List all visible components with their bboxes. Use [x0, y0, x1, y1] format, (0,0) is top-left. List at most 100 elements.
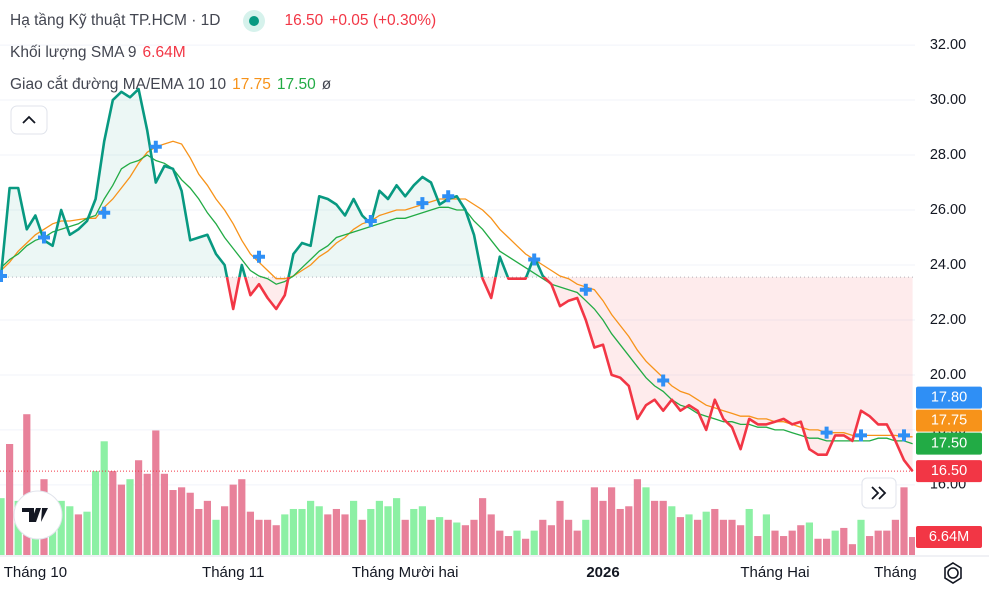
y-tick-label: 24.00	[930, 257, 966, 273]
volume-bar	[857, 519, 865, 555]
x-tick-label: Tháng Mười hai	[352, 564, 459, 581]
volume-layer	[0, 414, 915, 555]
x-tick-label: Tháng Hai	[740, 564, 809, 581]
x-tick-label: 2026	[586, 564, 619, 581]
volume-bar	[539, 519, 547, 555]
volume-bar	[831, 530, 839, 555]
volume-bar	[487, 514, 495, 555]
volume-bar	[565, 519, 573, 555]
legend-indicator: Giao cắt đường MA/EMA 10 10 17.75 17.50 …	[10, 76, 331, 94]
volume-bar	[754, 536, 762, 555]
volume-bar	[874, 530, 882, 555]
volume-bar	[221, 506, 229, 555]
volume-bar	[883, 530, 891, 555]
volume-last: 6.64M	[142, 44, 186, 61]
volume-bar	[788, 530, 796, 555]
volume-bar	[341, 514, 349, 555]
volume-bar	[900, 487, 908, 555]
volume-bar	[0, 498, 5, 555]
volume-bar	[178, 487, 186, 555]
volume-bar	[823, 538, 831, 555]
cross-marker	[579, 283, 592, 296]
volume-bar	[246, 511, 254, 555]
volume-bar	[436, 517, 444, 555]
volume-bar	[195, 508, 203, 555]
volume-bar	[169, 490, 177, 555]
volume-bar	[547, 525, 555, 555]
volume-bar	[126, 479, 134, 555]
volume-bar	[264, 519, 272, 555]
cross-marker	[416, 197, 429, 210]
area-below	[1, 277, 913, 472]
volume-bar	[745, 508, 753, 555]
volume-bar	[6, 444, 14, 555]
volume-bar	[100, 441, 108, 555]
indicator-symbol: ø	[321, 76, 332, 93]
volume-bar	[676, 517, 684, 555]
volume-bar	[135, 460, 143, 555]
volume-bar	[453, 522, 461, 555]
marker-layer	[0, 140, 915, 472]
volume-bar	[522, 538, 530, 555]
cross-marker	[149, 140, 162, 153]
y-tick-label: 26.00	[930, 202, 966, 218]
price-badge	[916, 409, 982, 432]
cross-marker	[253, 250, 265, 263]
symbol-title[interactable]: Hạ tầng Kỹ thuật TP.HCM · 1D	[10, 12, 221, 29]
volume-bar	[57, 500, 65, 555]
volume-bar	[616, 508, 624, 555]
y-tick-label: 32.00	[930, 37, 966, 53]
volume-bar	[814, 538, 822, 555]
volume-bar	[281, 514, 289, 555]
price-badge-label: 17.75	[931, 412, 967, 428]
volume-bar	[49, 514, 57, 555]
cross-marker	[98, 206, 111, 219]
volume-bar	[324, 514, 332, 555]
last-price: 16.50	[284, 12, 324, 29]
cross-marker	[855, 429, 867, 442]
collapse-button[interactable]	[10, 105, 48, 135]
volume-bar	[866, 536, 874, 555]
volume-bar	[367, 508, 375, 555]
price-badge-label: 17.80	[931, 389, 967, 405]
volume-bar	[642, 487, 650, 555]
volume-bar	[728, 519, 736, 555]
x-tick-label: Tháng	[874, 564, 917, 581]
cross-marker	[528, 253, 541, 266]
volume-bar	[143, 473, 151, 555]
volume-bar	[350, 500, 358, 555]
volume-bar	[797, 525, 805, 555]
ema-last: 17.50	[276, 76, 316, 93]
volume-bar	[229, 484, 237, 555]
indicator-title[interactable]: Giao cắt đường MA/EMA 10 10	[10, 76, 227, 93]
volume-bar	[685, 514, 693, 555]
scroll-right-button[interactable]	[861, 477, 897, 509]
logo[interactable]	[13, 490, 63, 540]
area-above	[1, 89, 544, 278]
volume-bar	[659, 500, 667, 555]
cross-marker	[820, 426, 833, 439]
volume-bar	[272, 525, 280, 555]
volume-bar	[92, 471, 100, 555]
price-badge	[916, 386, 982, 409]
volume-bar	[771, 530, 779, 555]
settings-button[interactable]	[944, 562, 962, 584]
volume-bar	[255, 519, 263, 555]
cross-marker	[364, 215, 377, 228]
volume-bar	[298, 508, 306, 555]
volume-bar	[186, 492, 194, 555]
status-dot	[242, 10, 265, 32]
volume-bar	[418, 506, 426, 555]
volume-bar	[427, 519, 435, 555]
volume-bar	[315, 506, 323, 555]
volume-bar	[212, 519, 220, 555]
y-tick-label: 20.00	[930, 367, 966, 383]
volume-bar	[651, 500, 659, 555]
volume-title[interactable]: Khối lượng SMA 9	[10, 44, 137, 61]
volume-bar	[805, 522, 813, 555]
volume-bar	[840, 527, 848, 555]
price-badge-label: 17.50	[931, 435, 967, 451]
axis-layer: 16.0018.0020.0022.0024.0026.0028.0030.00…	[4, 37, 982, 581]
volume-bar	[848, 544, 856, 555]
